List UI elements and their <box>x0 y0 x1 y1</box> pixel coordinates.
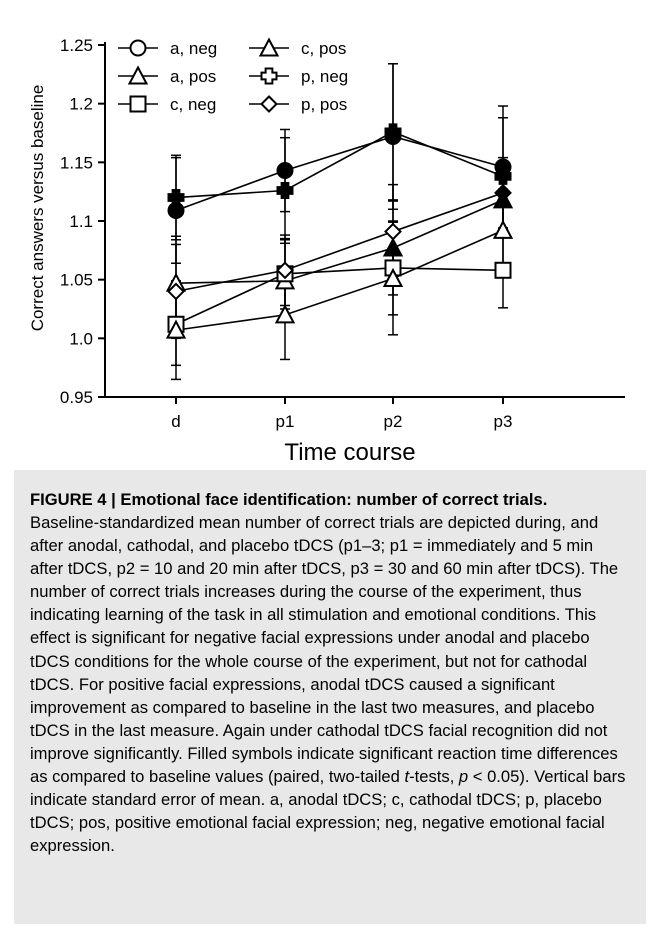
legend-label-p-pos: p, pos <box>301 95 347 114</box>
data-point-c-pos <box>382 267 404 287</box>
data-point-p-neg <box>494 167 512 185</box>
legend-label-a-neg: a, neg <box>170 39 217 58</box>
data-point-p-pos <box>276 261 294 280</box>
legend-marker-p-pos <box>260 95 278 113</box>
caption-p-symbol: p <box>458 767 469 787</box>
legend: a, neg a, pos c, neg c, pos p, neg p, pos <box>118 37 348 114</box>
data-point-p-neg <box>384 123 402 141</box>
data-point-p-pos <box>167 282 185 301</box>
series-line-c-neg <box>175 267 504 325</box>
data-point-p-pos <box>494 183 512 202</box>
legend-marker-c-neg <box>129 95 147 113</box>
legend-label-p-neg: p, neg <box>301 67 348 86</box>
data-markers <box>165 123 514 339</box>
y-tick-label: 1.0 <box>69 329 93 348</box>
legend-marker-a-neg <box>129 39 147 57</box>
y-tick-label: 1.1 <box>69 212 93 231</box>
series-line-c-pos <box>175 229 504 331</box>
data-point-c-pos <box>492 219 514 239</box>
x-tick-label: p1 <box>276 412 295 431</box>
caption-title: FIGURE 4 | Emotional face identification… <box>30 488 630 511</box>
x-tick-label: p2 <box>384 412 403 431</box>
caption-title-text: FIGURE 4 | Emotional face identification… <box>30 490 543 509</box>
x-axis-label: Time course <box>284 439 415 466</box>
legend-marker-a-pos <box>127 65 149 85</box>
chart-axes: 0.95 1.0 1.05 1.1 1.15 1.2 1.25 d p1 p2 p3 <box>60 36 625 431</box>
series-line-a-neg <box>175 135 504 212</box>
caption-body-part-3: < 0.05). Vertical bars indicate standard… <box>30 767 626 856</box>
y-tick-label: 1.15 <box>60 153 93 172</box>
data-point-c-neg <box>494 261 512 279</box>
x-tick-label: d <box>171 412 180 431</box>
y-axis-label: Correct answers versus baseline <box>28 85 47 332</box>
data-point-p-neg <box>167 189 185 207</box>
series-line-p-pos <box>175 192 504 293</box>
caption-body: Baseline-standardized mean number of cor… <box>30 511 630 857</box>
data-point-p-neg <box>276 181 294 199</box>
caption-body-part-1: Baseline-standardized mean number of cor… <box>30 513 619 787</box>
y-tick-label: 1.2 <box>69 95 93 114</box>
series-line-a-pos <box>175 199 504 284</box>
series-line-p-neg <box>175 130 504 199</box>
data-point-c-pos <box>165 319 187 339</box>
figure-caption: FIGURE 4 | Emotional face identification… <box>14 470 646 924</box>
y-tick-label: 1.25 <box>60 36 93 55</box>
caption-t-symbol: t <box>404 767 410 787</box>
y-tick-label: 1.05 <box>60 271 93 290</box>
legend-label-c-pos: c, pos <box>301 39 346 58</box>
data-point-c-pos <box>274 304 296 324</box>
data-point-p-pos <box>384 222 402 241</box>
legend-marker-c-pos <box>258 37 280 57</box>
legend-label-c-neg: c, neg <box>170 95 216 114</box>
caption-title-period: . <box>542 490 548 509</box>
y-tick-label: 0.95 <box>60 388 93 407</box>
x-tick-label: p3 <box>494 412 513 431</box>
data-point-a-pos <box>382 237 404 257</box>
legend-label-a-pos: a, pos <box>170 67 216 86</box>
line-chart: 0.951.01.051.11.151.21.25d p1 p2 p3 a, nega… <box>28 36 625 466</box>
series-lines <box>175 130 504 331</box>
data-point-a-neg <box>276 162 294 180</box>
caption-body-part-2: -tests, <box>409 767 459 787</box>
legend-marker-p-neg <box>260 67 278 85</box>
